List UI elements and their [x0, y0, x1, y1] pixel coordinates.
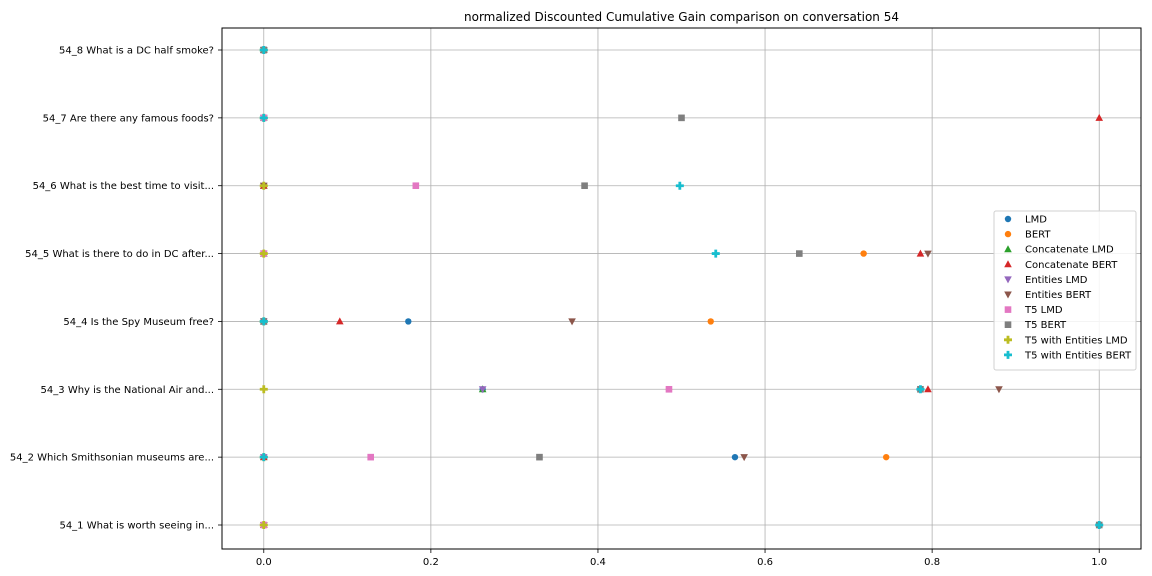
legend-marker — [1004, 321, 1012, 328]
legend-box — [993, 210, 1137, 371]
y-tick-label: 54_1 What is worth seeing in... — [59, 521, 214, 532]
data-point — [259, 317, 268, 326]
y-tick-label: 54_5 What is there to do in DC after... — [25, 249, 214, 260]
data-point — [259, 181, 268, 190]
data-point — [367, 453, 375, 461]
data-point — [259, 453, 268, 462]
data-point — [1095, 521, 1104, 529]
x-tick-label: 1.0 — [1091, 557, 1107, 568]
data-point — [707, 318, 714, 325]
legend-marker — [1004, 245, 1012, 253]
y-tick-label: 54_2 Which Smithsonian museums are... — [10, 453, 214, 464]
y-tick-label: 54_8 What is a DC half smoke? — [59, 46, 214, 57]
legend-marker — [1004, 260, 1012, 268]
data-point — [860, 250, 867, 257]
legend-item: LMD — [1004, 215, 1047, 226]
legend-label: Entities BERT — [1025, 290, 1092, 301]
legend-marker — [1004, 335, 1012, 344]
data-point — [536, 453, 543, 461]
data-point — [581, 182, 588, 190]
legend-item: Entities LMD — [1004, 275, 1088, 286]
legend-item: T5 LMD — [1004, 305, 1063, 316]
legend-item: BERT — [1004, 230, 1051, 241]
legend-item: Entities BERT — [1004, 290, 1092, 301]
legend-label: T5 LMD — [1024, 305, 1063, 316]
legend-label: T5 with Entities BERT — [1024, 350, 1132, 361]
data-point — [916, 249, 925, 257]
legend-label: T5 BERT — [1024, 320, 1067, 331]
legend: LMD BERT Concatenate LMD Concatenate BERT En… — [993, 210, 1137, 371]
data-point — [259, 113, 268, 122]
x-tick-label: 0.4 — [590, 557, 606, 568]
series-lmd — [260, 46, 739, 529]
legend-label: BERT — [1025, 230, 1051, 241]
x-tick-label: 0.8 — [924, 557, 940, 568]
plot-area-frame — [221, 27, 1142, 550]
axes: 0.0 0.2 0.4 0.6 0.8 1.0 54_1 What is worth see… — [10, 46, 1107, 569]
data-point — [924, 385, 932, 393]
data-point — [916, 385, 925, 394]
legend-marker — [1004, 306, 1012, 313]
legend-item: Concatenate LMD — [1004, 245, 1114, 256]
legend-label: Entities LMD — [1025, 275, 1088, 286]
data-point — [478, 386, 487, 394]
data-point — [995, 386, 1003, 394]
series-bert — [260, 46, 890, 529]
x-tick-label: 0.0 — [256, 557, 272, 568]
data-point — [711, 249, 720, 258]
data-point — [412, 182, 420, 190]
data-point — [259, 249, 268, 258]
data-point — [731, 453, 739, 461]
data-point — [740, 454, 748, 462]
data-points — [259, 46, 1104, 529]
legend-label: LMD — [1025, 215, 1047, 226]
legend-marker — [1004, 230, 1012, 238]
data-point — [675, 181, 684, 190]
data-point — [1095, 113, 1104, 121]
legend-marker — [1004, 350, 1012, 359]
chart-title: normalized Discounted Cumulative Gain co… — [464, 10, 899, 24]
data-point — [882, 453, 890, 461]
series-t5-lmd — [260, 46, 673, 529]
series-t5-with-entities-bert — [259, 46, 1104, 529]
x-tick-label: 0.6 — [757, 557, 773, 568]
legend-item: T5 BERT — [1004, 320, 1067, 331]
data-point — [335, 317, 344, 325]
legend-item: T5 with Entities BERT — [1004, 350, 1132, 361]
x-tick-label: 0.2 — [423, 557, 439, 568]
data-point — [568, 318, 576, 326]
legend-label: Concatenate BERT — [1025, 260, 1118, 271]
legend-marker — [1004, 291, 1012, 299]
data-point — [405, 318, 412, 325]
y-tick-label: 54_3 Why is the National Air and... — [41, 385, 214, 396]
data-point — [795, 250, 803, 257]
legend-marker — [1004, 215, 1012, 223]
data-point — [259, 385, 268, 394]
y-tick-label: 54_4 Is the Spy Museum free? — [63, 317, 214, 328]
data-point — [665, 385, 673, 393]
legend-label: Concatenate LMD — [1025, 245, 1114, 256]
legend-label: T5 with Entities LMD — [1024, 335, 1128, 346]
y-tick-label: 54_6 What is the best time to visit... — [33, 181, 214, 192]
y-tick-label: 54_7 Are there any famous foods? — [43, 113, 214, 124]
legend-marker — [1004, 276, 1012, 284]
data-point — [259, 521, 268, 529]
data-point — [678, 114, 685, 122]
series-t5-bert — [260, 46, 1103, 529]
data-point — [924, 250, 932, 258]
legend-item: T5 with Entities LMD — [1004, 335, 1128, 346]
legend-item: Concatenate BERT — [1004, 260, 1118, 271]
data-point — [259, 46, 268, 54]
